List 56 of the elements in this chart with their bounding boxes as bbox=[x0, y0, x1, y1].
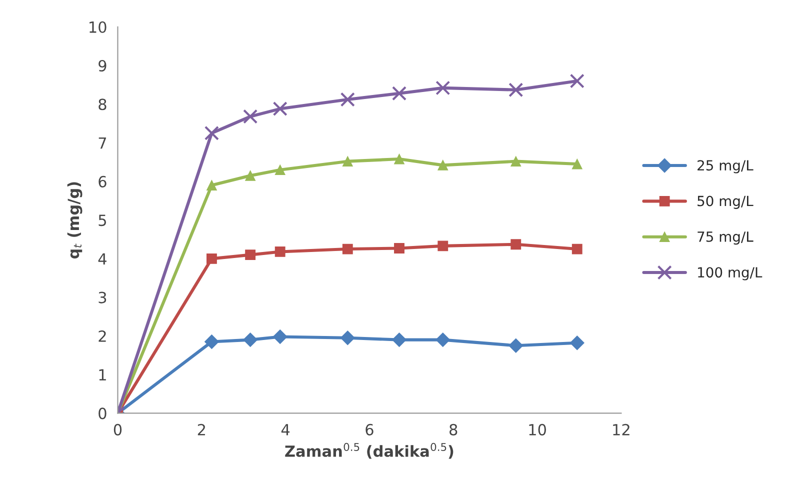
x-tick-label: 2 bbox=[198, 424, 205, 436]
x-tick-label: 8 bbox=[450, 424, 458, 436]
x-tick-label: 0 bbox=[114, 424, 122, 436]
x-axis-title: Zaman$^{0.5}$ (dakika$^{0.5}$) bbox=[285, 442, 454, 459]
point bbox=[274, 246, 286, 257]
point bbox=[272, 329, 288, 344]
point bbox=[274, 164, 286, 176]
point bbox=[243, 332, 258, 348]
point bbox=[572, 158, 582, 170]
point bbox=[204, 334, 219, 349]
point bbox=[342, 156, 353, 167]
y-tick-label: 8 bbox=[98, 98, 106, 110]
y-tick-label: 7 bbox=[98, 137, 106, 149]
point bbox=[206, 253, 217, 264]
x-tick-label: 10 bbox=[529, 424, 546, 436]
y-tick-label: 4 bbox=[98, 253, 106, 264]
legend-label: 75 mg/L bbox=[698, 232, 754, 245]
point bbox=[340, 330, 355, 346]
point bbox=[204, 126, 220, 140]
point bbox=[245, 250, 256, 260]
y-tick-label: 9 bbox=[98, 60, 106, 72]
point bbox=[438, 160, 448, 170]
y-tick-label: 0 bbox=[98, 408, 106, 420]
point bbox=[272, 102, 288, 116]
point bbox=[394, 243, 404, 254]
point bbox=[436, 332, 450, 348]
point bbox=[394, 154, 404, 164]
point bbox=[508, 82, 524, 98]
x-tick-label: 4 bbox=[281, 424, 290, 436]
point bbox=[572, 244, 582, 254]
y-tick-label: 2 bbox=[98, 330, 106, 342]
x-tick-label: 6 bbox=[366, 424, 374, 436]
y-tick-label: 6 bbox=[98, 176, 106, 188]
legend-label: 25 mg/L bbox=[698, 160, 754, 174]
y-tick-label: 1 bbox=[99, 369, 106, 380]
y-tick-label: 5 bbox=[98, 214, 106, 226]
legend-label: 100 mg/L bbox=[698, 267, 762, 280]
point bbox=[206, 180, 217, 190]
point bbox=[245, 170, 256, 181]
point bbox=[510, 239, 522, 250]
x-tick-label: 12 bbox=[613, 424, 630, 436]
point bbox=[508, 338, 524, 353]
point bbox=[510, 156, 522, 167]
point bbox=[570, 336, 584, 350]
point bbox=[342, 244, 353, 254]
point bbox=[570, 74, 584, 88]
y-tick-label: 10 bbox=[90, 21, 106, 33]
y-tick-label: 3 bbox=[98, 292, 106, 304]
y-axis-title: q$_{t}$ (mg/g) bbox=[67, 182, 82, 259]
point bbox=[392, 332, 406, 348]
point bbox=[243, 109, 258, 124]
point bbox=[436, 80, 450, 96]
legend-label: 50 mg/L bbox=[698, 196, 754, 209]
point bbox=[392, 86, 407, 101]
point bbox=[438, 240, 448, 252]
point bbox=[340, 92, 355, 107]
